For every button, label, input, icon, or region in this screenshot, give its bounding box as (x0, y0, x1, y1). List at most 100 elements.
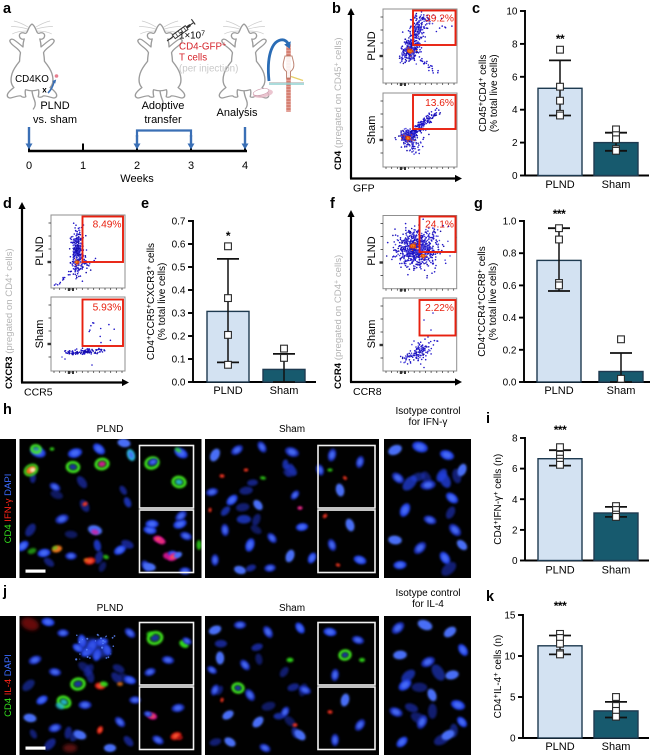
svg-text:(% total live cells): (% total live cells) (157, 263, 168, 341)
svg-text:CD4+​CCR4+​CCR8+​ cells: CD4+​CCR4+​CCR8+​ cells (475, 246, 488, 356)
svg-text:Sham: Sham (279, 603, 305, 614)
svg-text:Isotype control: Isotype control (395, 588, 460, 599)
svg-text:0.6: 0.6 (172, 240, 186, 251)
svg-text:2.22%: 2.22% (425, 303, 454, 314)
svg-text:PLND: PLND (545, 741, 574, 753)
svg-text:0.2: 0.2 (503, 345, 517, 356)
svg-text:Sham: Sham (607, 385, 636, 397)
svg-text:(% total live cells): (% total live cells) (488, 263, 499, 341)
svg-text:PLND: PLND (213, 385, 242, 397)
svg-text:0.3: 0.3 (172, 309, 186, 320)
svg-text:j: j (2, 584, 7, 600)
svg-text:2: 2 (134, 160, 140, 172)
svg-text:CD4-GFP+: CD4-GFP+ (179, 42, 226, 53)
svg-text:0: 0 (512, 556, 518, 567)
svg-text:6: 6 (512, 72, 518, 83)
svg-text:Sham: Sham (279, 424, 305, 435)
svg-text:Analysis: Analysis (217, 107, 258, 119)
svg-text:PLND: PLND (34, 236, 46, 265)
svg-text:x: x (42, 86, 47, 95)
svg-text:1.0: 1.0 (503, 217, 517, 228)
svg-text:vs. sham: vs. sham (33, 114, 77, 126)
svg-text:Sham: Sham (602, 179, 631, 191)
svg-text:8: 8 (512, 434, 518, 445)
svg-text:0.1: 0.1 (172, 355, 186, 366)
svg-text:0.7: 0.7 (172, 217, 186, 228)
svg-text:0.4: 0.4 (172, 286, 186, 297)
svg-text:3: 3 (188, 160, 194, 172)
svg-text:PLND: PLND (366, 236, 378, 265)
svg-text:2: 2 (512, 525, 518, 536)
svg-text:CXCR3 (pregated on CD4+​ cells: CXCR3 (pregated on CD4+​ cells) (4, 248, 15, 389)
svg-text:CCR8: CCR8 (353, 386, 382, 398)
svg-text:0.6: 0.6 (503, 281, 517, 292)
svg-text:0: 0 (26, 160, 32, 172)
svg-text:PLND: PLND (545, 179, 574, 191)
svg-text:***: *** (554, 423, 567, 437)
svg-text:4: 4 (512, 105, 518, 116)
svg-text:4: 4 (512, 495, 518, 506)
svg-text:Sham: Sham (34, 320, 46, 349)
svg-text:10: 10 (504, 652, 516, 663)
svg-text:5.93%: 5.93% (93, 303, 122, 314)
svg-text:0: 0 (510, 734, 516, 745)
svg-text:0.2: 0.2 (172, 332, 186, 343)
svg-text:0.0: 0.0 (503, 378, 517, 389)
svg-text:CCR5: CCR5 (24, 387, 53, 399)
svg-text:c: c (472, 1, 480, 17)
svg-text:a: a (3, 1, 12, 17)
svg-text:CD4+​IL-4+​ cells (n): CD4+​IL-4+​ cells (n) (491, 635, 504, 719)
svg-text:CD4+​IFN-γ+​ cells (n): CD4+​IFN-γ+​ cells (n) (491, 454, 504, 545)
svg-text:10: 10 (506, 7, 518, 18)
svg-text:PLND: PLND (97, 603, 124, 614)
svg-text:CD45+​CD4+​ cells: CD45+​CD4+​ cells (476, 55, 489, 132)
svg-text:Sham: Sham (366, 116, 378, 145)
svg-text:(% total live cells): (% total live cells) (489, 54, 500, 132)
svg-text:15: 15 (504, 611, 516, 622)
svg-text:4: 4 (242, 160, 248, 172)
svg-text:13.6%: 13.6% (425, 98, 454, 109)
svg-text:Sham: Sham (270, 385, 299, 397)
svg-text:**: ** (556, 32, 565, 46)
svg-text:Weeks: Weeks (120, 173, 154, 185)
svg-text:(per injection): (per injection) (179, 64, 238, 75)
svg-text:0.4: 0.4 (503, 313, 517, 324)
svg-text:g: g (474, 196, 483, 212)
svg-text:k: k (486, 589, 495, 605)
svg-text:PLND: PLND (97, 424, 124, 435)
svg-text:CD4 (pregated on CD45+​ cells): CD4 (pregated on CD45+​ cells) (333, 37, 344, 170)
svg-text:0.0: 0.0 (172, 378, 186, 389)
svg-text:5: 5 (510, 693, 516, 704)
svg-text:***: *** (553, 207, 566, 221)
svg-text:1: 1 (80, 160, 86, 172)
svg-text:Sham: Sham (602, 565, 631, 577)
svg-text:1×107: 1×107 (179, 31, 205, 42)
svg-text:GFP: GFP (353, 183, 375, 195)
svg-text:Sham: Sham (366, 320, 378, 349)
svg-text:T cells: T cells (179, 53, 207, 64)
svg-text:8: 8 (512, 39, 518, 50)
svg-text:d: d (3, 196, 12, 212)
svg-text:8.49%: 8.49% (93, 220, 122, 231)
svg-text:0.5: 0.5 (172, 263, 186, 274)
svg-text:24.1%: 24.1% (425, 220, 454, 231)
svg-text:PLND: PLND (545, 565, 574, 577)
svg-text:39.2%: 39.2% (425, 14, 454, 25)
svg-text:Adoptive: Adoptive (142, 100, 185, 112)
svg-text:0.8: 0.8 (503, 249, 517, 260)
svg-text:for IL-4: for IL-4 (412, 599, 444, 610)
svg-text:PLND: PLND (366, 31, 378, 60)
svg-text:6: 6 (512, 464, 518, 475)
svg-text:CD4 IFN-γ DAPI: CD4 IFN-γ DAPI (3, 474, 14, 544)
svg-text:PLND: PLND (544, 385, 573, 397)
svg-text:0: 0 (512, 171, 518, 182)
svg-text:CD4KO: CD4KO (15, 74, 49, 85)
svg-text:CCR4 (pregated on CD4+​ cells): CCR4 (pregated on CD4+​ cells) (333, 255, 344, 389)
svg-text:b: b (332, 1, 341, 17)
svg-text:CD4+​CCR5+​CXCR3+​ cells: CD4+​CCR5+​CXCR3+​ cells (144, 243, 157, 360)
svg-text:Isotype control: Isotype control (395, 406, 460, 417)
svg-text:for IFN-γ: for IFN-γ (409, 417, 448, 428)
svg-text:transfer: transfer (144, 114, 182, 126)
svg-text:i: i (486, 411, 490, 427)
svg-text:***: *** (554, 599, 567, 613)
